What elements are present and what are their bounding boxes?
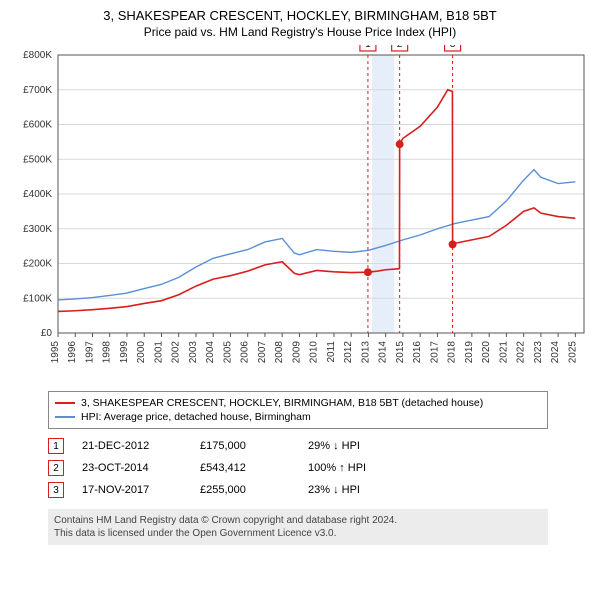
svg-text:2006: 2006 xyxy=(240,341,251,364)
event-date: 21-DEC-2012 xyxy=(82,440,182,452)
footer-line-1: Contains HM Land Registry data © Crown c… xyxy=(54,514,542,527)
chart-subtitle: Price paid vs. HM Land Registry's House … xyxy=(8,25,592,39)
legend-row: 3, SHAKESPEAR CRESCENT, HOCKLEY, BIRMING… xyxy=(55,396,541,410)
chart-container: £0 £100K £200K £300K £400K £500K £600K £700K £80… xyxy=(8,45,592,385)
svg-text:2015: 2015 xyxy=(395,341,406,364)
svg-text:2019: 2019 xyxy=(464,341,475,364)
event-hpi: 23% ↓ HPI xyxy=(308,484,408,496)
legend-label: HPI: Average price, detached house, Birm… xyxy=(81,411,311,423)
svg-text:1997: 1997 xyxy=(84,341,95,364)
svg-text:£200K: £200K xyxy=(23,259,52,270)
svg-text:2017: 2017 xyxy=(429,341,440,364)
event-marker-icon: 3 xyxy=(48,482,64,498)
svg-text:2: 2 xyxy=(397,45,403,50)
event-row: 2 23-OCT-2014 £543,412 100% ↑ HPI xyxy=(48,457,548,479)
svg-text:£700K: £700K xyxy=(23,85,52,96)
svg-text:2016: 2016 xyxy=(412,341,423,364)
svg-text:2025: 2025 xyxy=(567,341,578,364)
svg-text:2018: 2018 xyxy=(447,341,458,364)
event-marker-icon: 2 xyxy=(48,460,64,476)
events-table: 1 21-DEC-2012 £175,000 29% ↓ HPI 2 23-OCT-201… xyxy=(48,435,548,501)
svg-text:2008: 2008 xyxy=(274,341,285,364)
legend-label: 3, SHAKESPEAR CRESCENT, HOCKLEY, BIRMING… xyxy=(81,397,483,409)
svg-text:£300K: £300K xyxy=(23,224,52,235)
svg-text:2007: 2007 xyxy=(257,341,268,364)
footer-attribution: Contains HM Land Registry data © Crown c… xyxy=(48,509,548,545)
svg-text:1995: 1995 xyxy=(50,341,61,364)
svg-text:2021: 2021 xyxy=(498,341,509,364)
svg-text:£600K: £600K xyxy=(23,120,52,131)
svg-text:2004: 2004 xyxy=(205,341,216,364)
event-row: 3 17-NOV-2017 £255,000 23% ↓ HPI xyxy=(48,479,548,501)
svg-text:2010: 2010 xyxy=(309,341,320,364)
svg-text:£500K: £500K xyxy=(23,154,52,165)
svg-text:3: 3 xyxy=(450,45,456,50)
svg-text:2009: 2009 xyxy=(291,341,302,364)
svg-text:1998: 1998 xyxy=(102,341,113,364)
svg-text:2022: 2022 xyxy=(516,341,527,364)
legend: 3, SHAKESPEAR CRESCENT, HOCKLEY, BIRMING… xyxy=(48,391,548,429)
price-chart: £0 £100K £200K £300K £400K £500K £600K £700K £80… xyxy=(8,45,592,385)
svg-text:2024: 2024 xyxy=(550,341,561,364)
chart-title: 3, SHAKESPEAR CRESCENT, HOCKLEY, BIRMING… xyxy=(8,8,592,23)
svg-text:£400K: £400K xyxy=(23,189,52,200)
svg-text:2013: 2013 xyxy=(360,341,371,364)
event-price: £543,412 xyxy=(200,462,290,474)
footer-line-2: This data is licensed under the Open Gov… xyxy=(54,527,542,540)
svg-text:2000: 2000 xyxy=(136,341,147,364)
svg-text:1: 1 xyxy=(365,45,371,50)
event-price: £175,000 xyxy=(200,440,290,452)
svg-text:2002: 2002 xyxy=(171,341,182,364)
event-marker-icon: 1 xyxy=(48,438,64,454)
svg-text:£800K: £800K xyxy=(23,50,52,61)
event-date: 17-NOV-2017 xyxy=(82,484,182,496)
event-row: 1 21-DEC-2012 £175,000 29% ↓ HPI xyxy=(48,435,548,457)
svg-text:1999: 1999 xyxy=(119,341,130,364)
legend-row: HPI: Average price, detached house, Birm… xyxy=(55,410,541,424)
svg-text:2003: 2003 xyxy=(188,341,199,364)
event-hpi: 29% ↓ HPI xyxy=(308,440,408,452)
legend-swatch xyxy=(55,416,75,418)
event-date: 23-OCT-2014 xyxy=(82,462,182,474)
svg-text:£0: £0 xyxy=(41,328,53,339)
svg-text:£100K: £100K xyxy=(23,293,52,304)
legend-swatch xyxy=(55,402,75,404)
svg-text:2014: 2014 xyxy=(378,341,389,364)
svg-text:2011: 2011 xyxy=(326,341,337,363)
svg-text:2020: 2020 xyxy=(481,341,492,364)
event-price: £255,000 xyxy=(200,484,290,496)
svg-text:2001: 2001 xyxy=(153,341,164,364)
svg-text:2023: 2023 xyxy=(533,341,544,364)
event-hpi: 100% ↑ HPI xyxy=(308,462,408,474)
svg-text:1996: 1996 xyxy=(67,341,78,364)
svg-text:2012: 2012 xyxy=(343,341,354,364)
svg-text:2005: 2005 xyxy=(222,341,233,364)
